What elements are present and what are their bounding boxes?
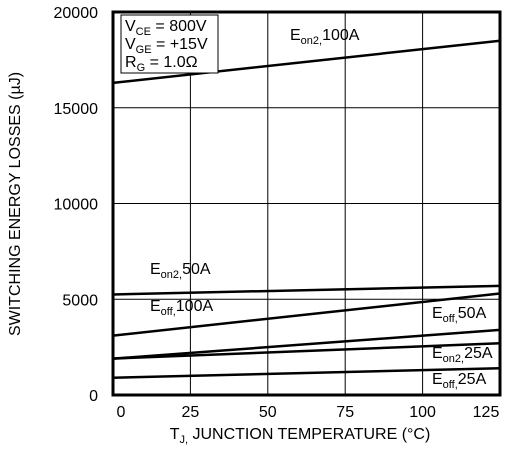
y-tick-label: 20000 xyxy=(54,5,99,22)
x-tick-label: 50 xyxy=(259,404,277,421)
y-axis-label: SWITCHING ENERGY LOSSES (µJ) xyxy=(7,72,24,336)
series-label: Eoff,25A xyxy=(432,371,487,391)
x-axis-label: TJ, JUNCTION TEMPERATURE (°C) xyxy=(170,426,431,445)
y-tick-label: 0 xyxy=(89,388,98,405)
annotation: RG = 1.0Ω xyxy=(125,54,198,74)
series-line xyxy=(112,39,501,85)
y-tick-label: 5000 xyxy=(62,292,98,309)
series-line xyxy=(112,366,501,380)
annotation-box xyxy=(120,14,219,74)
x-tick-label: 125 xyxy=(473,404,500,421)
series-line xyxy=(112,292,501,337)
y-tick-label: 15000 xyxy=(54,101,99,118)
series-label: Eon2,50A xyxy=(150,261,211,281)
series-line xyxy=(112,342,501,360)
annotation: VGE = +15V xyxy=(125,36,208,56)
series-label: Eoff,50A xyxy=(432,305,487,325)
x-tick-label: 100 xyxy=(409,404,436,421)
series-line xyxy=(112,284,501,296)
x-tick-label: 25 xyxy=(182,404,200,421)
series-label: Eon2,25A xyxy=(432,345,493,365)
y-tick-label: 10000 xyxy=(54,197,99,214)
series-line xyxy=(112,328,501,360)
plot-frame xyxy=(111,10,502,397)
x-tick-label: 75 xyxy=(336,404,354,421)
series-label: Eon2,100A xyxy=(290,27,360,47)
x-tick-label: 0 xyxy=(117,404,126,421)
series-label: Eoff,100A xyxy=(150,298,213,318)
annotation: VCE = 800V xyxy=(125,18,207,38)
